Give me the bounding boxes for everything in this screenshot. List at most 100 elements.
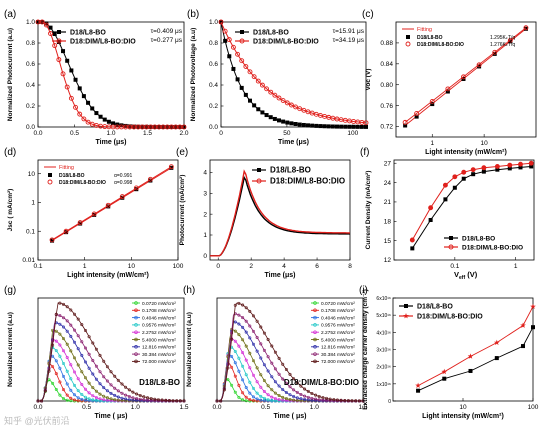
data-point	[65, 58, 70, 63]
data-point	[281, 395, 285, 399]
data-point	[76, 389, 80, 393]
data-point	[476, 62, 482, 68]
data-point	[314, 397, 318, 401]
data-point	[87, 397, 91, 401]
x-tick-label: 8	[348, 263, 352, 270]
panel-label: (g)	[4, 285, 16, 296]
data-point	[255, 319, 259, 323]
data-point	[106, 204, 111, 209]
data-point	[343, 398, 347, 402]
x-axis-label: Light intensity (mW/cm²)	[67, 272, 149, 279]
x-tick-label: 1	[514, 263, 518, 270]
data-point	[56, 40, 61, 45]
y-tick-label: 6x10¹⁶	[376, 296, 391, 302]
x-tick-label: 0.0	[212, 404, 221, 411]
data-point	[54, 349, 58, 353]
y-tick-label: 0.4	[26, 82, 35, 89]
y-tick-label: 27	[384, 160, 392, 167]
data-point	[116, 389, 120, 393]
data-point	[277, 356, 281, 360]
data-point	[262, 363, 266, 367]
tau-annotation: τ=34.19 μs	[333, 37, 365, 44]
data-point	[237, 301, 241, 305]
data-point	[80, 392, 84, 396]
data-point	[61, 374, 65, 378]
data-point	[58, 354, 62, 358]
legend-entry: D18:DIM/L8-BO:DIO	[253, 39, 319, 46]
x-tick-label: 1	[83, 263, 87, 270]
data-point	[523, 25, 529, 31]
data-point	[123, 123, 128, 128]
legend-marker	[47, 179, 53, 185]
legend-entry: 0.9576 mW/cm²	[142, 323, 176, 329]
data-point	[52, 43, 58, 49]
data-point	[452, 185, 457, 190]
data-point	[284, 399, 288, 403]
data-point	[230, 337, 234, 341]
data-point	[68, 95, 74, 101]
y-tick-label: 12	[384, 257, 392, 264]
data-point	[507, 166, 512, 171]
panel-b: (b) 0 50 100 0.0 0.2 0.4 0.6 0.8 1.0 Time (μs) Norm…	[187, 9, 369, 146]
data-point	[80, 340, 84, 344]
series-line-1	[210, 169, 350, 257]
x-tick-label: 4	[282, 263, 286, 270]
data-point	[266, 398, 270, 402]
panel-f: (f) 0.1 1 12 15 18 21 24 27 Veff (V) Current Densi…	[360, 147, 535, 281]
data-point	[222, 388, 226, 392]
data-point	[149, 398, 153, 402]
legend-marker	[134, 323, 138, 327]
data-point	[280, 98, 286, 104]
data-point	[98, 382, 102, 386]
data-point	[102, 375, 106, 379]
data-point	[109, 383, 113, 387]
data-point	[131, 390, 135, 394]
data-point	[230, 354, 234, 358]
data-point	[65, 342, 69, 346]
x-tick-label: 0.0	[33, 130, 42, 137]
legend-entry: 30.384 mW/cm²	[142, 352, 176, 358]
data-point	[441, 368, 448, 375]
data-point	[56, 57, 62, 63]
panel-label: (i)	[359, 285, 368, 296]
legend-entry: 5.4000 mW/cm²	[142, 337, 176, 343]
legend-slope: α=0.998	[114, 180, 133, 186]
data-point	[87, 335, 91, 339]
data-point	[255, 366, 259, 370]
data-point	[69, 396, 73, 400]
y-tick-label: 2	[203, 211, 207, 218]
data-point	[69, 68, 74, 73]
data-point	[233, 390, 237, 394]
data-point	[272, 92, 278, 98]
data-point	[414, 114, 419, 119]
data-point	[116, 395, 120, 399]
series-line-0	[210, 175, 350, 257]
x-tick-label: 1.0	[131, 404, 140, 411]
data-point	[248, 366, 252, 370]
data-point	[273, 397, 277, 401]
y-axis-label: Photocurrent (mA/cm²)	[179, 175, 186, 246]
legend-marker	[56, 38, 62, 44]
data-point	[49, 237, 55, 243]
data-point	[235, 51, 241, 57]
data-point	[47, 369, 51, 373]
legend-entry: D18/L8-BO	[59, 173, 85, 179]
data-point	[235, 77, 240, 82]
data-point	[248, 351, 252, 355]
x-tick-label: 1.0	[310, 404, 319, 411]
data-point	[127, 394, 131, 398]
data-point	[105, 379, 109, 383]
legend-entry: 0.1708 mW/cm²	[142, 308, 176, 314]
data-point	[36, 399, 40, 403]
data-point	[61, 325, 65, 329]
legend-marker	[406, 35, 410, 39]
data-point	[350, 399, 354, 403]
data-point	[94, 364, 98, 368]
data-point	[84, 360, 88, 364]
legend-marker	[134, 345, 138, 349]
data-point	[105, 202, 111, 208]
data-point	[48, 25, 53, 30]
data-point	[301, 122, 306, 127]
data-point	[273, 350, 277, 354]
legend-marker	[313, 301, 317, 305]
